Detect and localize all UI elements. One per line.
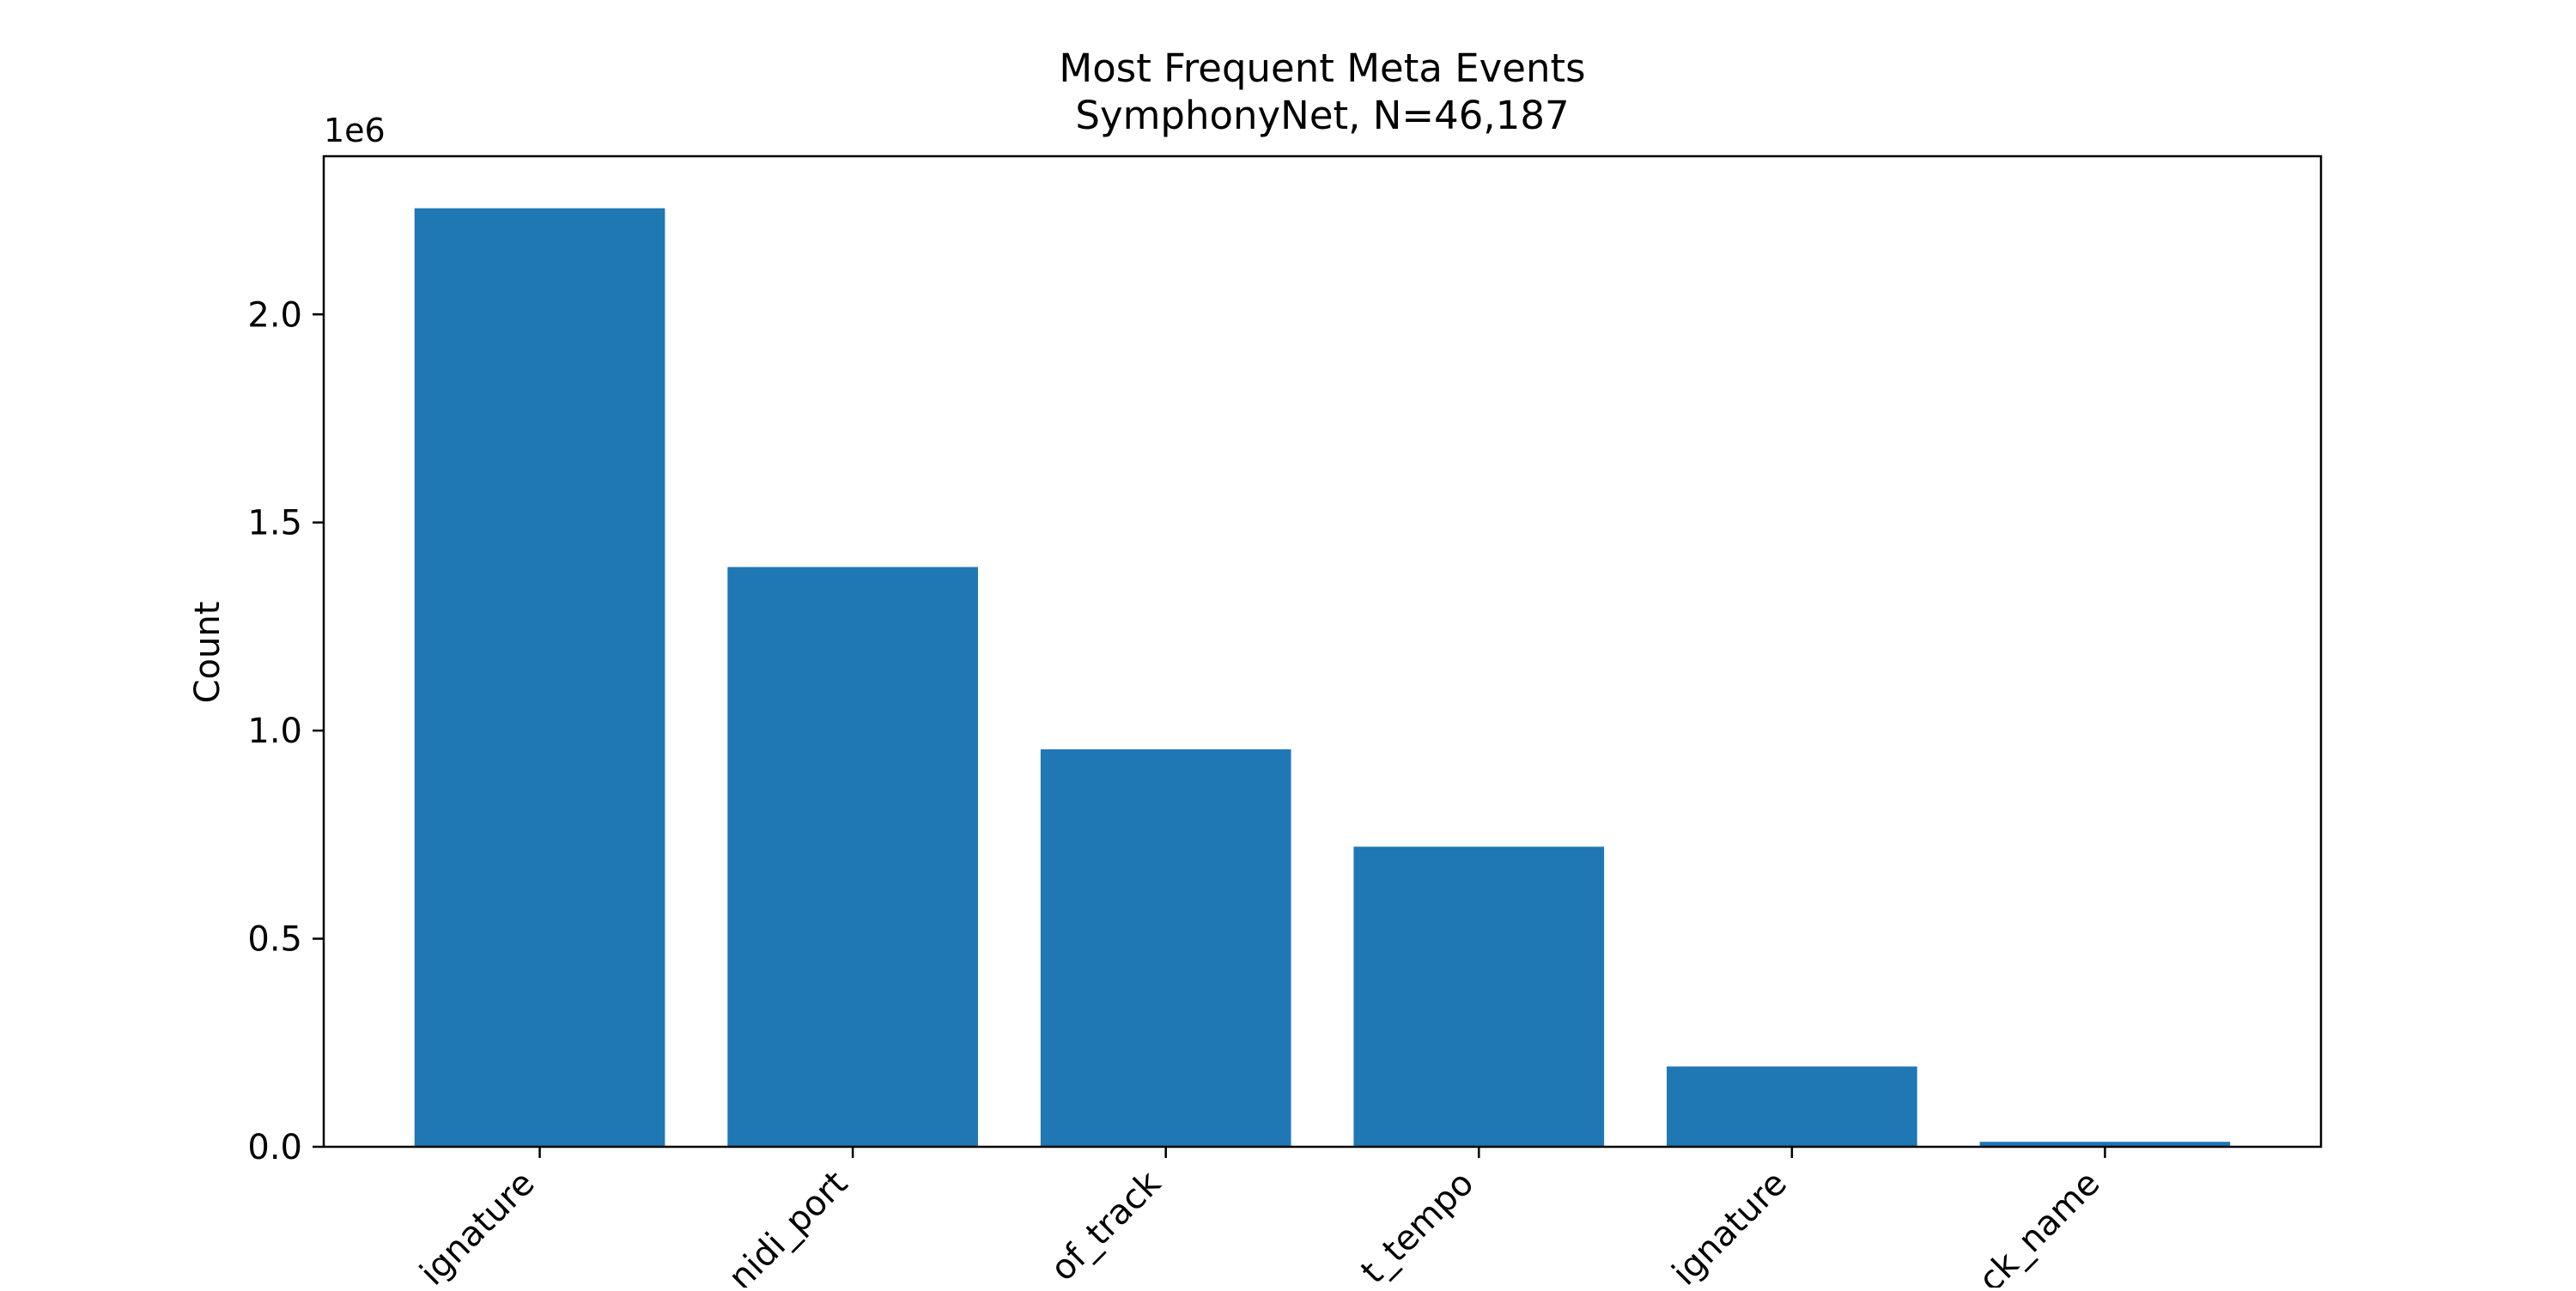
bar-2 [1040, 749, 1291, 1147]
bar-5 [1979, 1142, 2231, 1147]
x-ticks: ignature nidi_port of_track t_tempo ignature… [413, 1147, 2108, 1291]
y-ticks: 0.0 0.5 1.0 1.5 2.0 [247, 295, 324, 1167]
bar-4 [1667, 1066, 1917, 1147]
y-tick-label: 1.5 [247, 504, 302, 543]
x-tick-label: of_track [1043, 1163, 1170, 1288]
bar-3 [1353, 846, 1605, 1147]
y-axis-offset-label: 1e6 [324, 112, 386, 149]
x-tick-label: nidi_port [721, 1164, 855, 1288]
bar-0 [414, 208, 665, 1147]
x-tick-label: ignature [1665, 1164, 1795, 1288]
axes-layer [322, 155, 2323, 1149]
bars-layer [414, 208, 2231, 1147]
y-tick-label: 0.0 [247, 1128, 302, 1167]
y-tick-label: 0.5 [247, 920, 302, 960]
x-tick-label: ignature [413, 1164, 543, 1288]
plot-frame [322, 155, 2323, 1149]
chart-subtitle: SymphonyNet, N=46,187 [1075, 93, 1569, 138]
chart-title: Most Frequent Meta Events [1059, 45, 1585, 91]
y-axis-label: Count [188, 602, 228, 704]
x-tick-label: t_tempo [1353, 1164, 1481, 1288]
y-tick-label: 2.0 [247, 295, 302, 335]
y-tick-label: 1.0 [247, 712, 302, 751]
bar-1 [727, 567, 978, 1147]
x-tick-label: ck_name [1971, 1164, 2108, 1288]
